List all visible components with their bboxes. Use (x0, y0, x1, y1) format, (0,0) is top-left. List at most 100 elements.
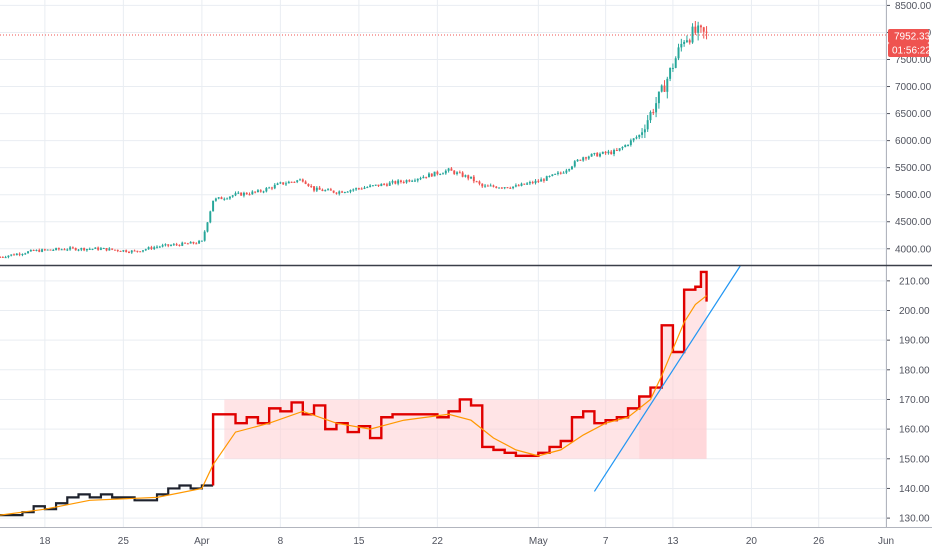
candle-body (144, 249, 147, 251)
candle-body (310, 186, 313, 188)
candle-body (181, 242, 184, 246)
countdown-badge (888, 43, 929, 57)
candle-body (383, 183, 386, 185)
candle-body (293, 181, 296, 183)
candle-body (346, 191, 349, 193)
candle-body (377, 184, 380, 187)
candle-body (674, 58, 677, 68)
candle-body (509, 187, 512, 189)
candle-body (332, 190, 335, 193)
candle-body (442, 173, 444, 175)
candle-body (621, 147, 624, 149)
candle-body (285, 183, 287, 185)
candle-body (632, 138, 635, 141)
candle-body (607, 151, 610, 154)
candle-body (338, 191, 341, 194)
candle-body (175, 244, 178, 246)
candle-body (593, 152, 596, 154)
candle-body (158, 246, 161, 248)
candle-body (265, 188, 268, 192)
candle-body (147, 247, 150, 250)
candle-body (256, 190, 259, 193)
candle-body (276, 183, 279, 185)
candle-body (357, 188, 360, 190)
candle-body (568, 169, 571, 171)
candle-body (231, 195, 234, 197)
time-axis-label: 25 (118, 536, 130, 547)
candle-body (556, 172, 559, 174)
candle-body (478, 181, 481, 184)
candle-body (360, 188, 363, 190)
candle-body (321, 189, 324, 192)
candle-body (259, 190, 262, 192)
price-axis-label: 5000.00 (895, 190, 932, 201)
candle-body (369, 185, 372, 188)
candle-body (587, 156, 590, 159)
candle-body (4, 257, 7, 259)
candle-body (481, 183, 484, 187)
candle-body (537, 180, 540, 182)
candle-body (436, 171, 439, 175)
candle-body (122, 250, 125, 252)
candle-body (127, 251, 130, 253)
candle-body (251, 191, 254, 195)
candle-body (554, 173, 557, 175)
candle-body (638, 134, 641, 138)
candle-body (192, 241, 195, 244)
candle-body (178, 244, 181, 246)
candle-body (500, 187, 503, 189)
candle-body (214, 198, 217, 201)
candle-body (49, 249, 52, 251)
candle-body (604, 151, 607, 154)
candle-body (99, 248, 102, 250)
candle-body (503, 187, 506, 189)
candle-body (627, 144, 630, 146)
candle-body (198, 240, 201, 244)
candle-body (46, 249, 49, 251)
candle-body (240, 192, 243, 196)
candle-body (618, 148, 621, 151)
candle-body (327, 189, 330, 191)
candle-body (74, 248, 77, 251)
time-axis-label: May (529, 536, 548, 547)
price-pane[interactable] (0, 21, 886, 259)
candle-body (170, 245, 173, 247)
candle-body (69, 247, 72, 250)
indicator-line-main[interactable] (211, 270, 708, 486)
candle-body (486, 185, 489, 187)
candle-body (329, 189, 332, 191)
indicator-moving-average[interactable] (0, 295, 707, 516)
candle-body (411, 180, 414, 182)
candle-body (548, 175, 551, 177)
candle-body (29, 249, 32, 252)
candle-body (366, 187, 369, 189)
candle-body (125, 250, 128, 252)
candle-body (663, 85, 666, 92)
candle-body (203, 231, 206, 241)
price-axis-label: 4500.00 (895, 217, 932, 228)
candle-body (94, 247, 97, 249)
indicator-axis-label: 140.00 (899, 484, 930, 495)
candle-body (268, 187, 271, 189)
candle-body (531, 182, 534, 184)
indicator-axis-label: 160.00 (899, 425, 930, 436)
candle-body (691, 26, 694, 43)
candle-body (635, 137, 638, 139)
candle-body (363, 187, 366, 189)
indicator-line-pre[interactable] (0, 484, 214, 517)
time-axis-label: 22 (432, 536, 444, 547)
candle-body (570, 166, 573, 170)
candle-body (517, 185, 520, 187)
indicator-pane[interactable] (0, 265, 741, 517)
time-axis-label: 26 (813, 536, 825, 547)
candle-body (624, 145, 627, 148)
candle-body (150, 247, 153, 249)
candle-body (161, 245, 164, 247)
price-axis-label: 8500.00 (895, 1, 932, 12)
candle-body (534, 180, 537, 184)
candle-body (38, 249, 41, 252)
range-zone[interactable] (224, 399, 707, 459)
trendline[interactable] (593, 265, 741, 492)
last-price-label: 7952.33 (894, 32, 931, 43)
